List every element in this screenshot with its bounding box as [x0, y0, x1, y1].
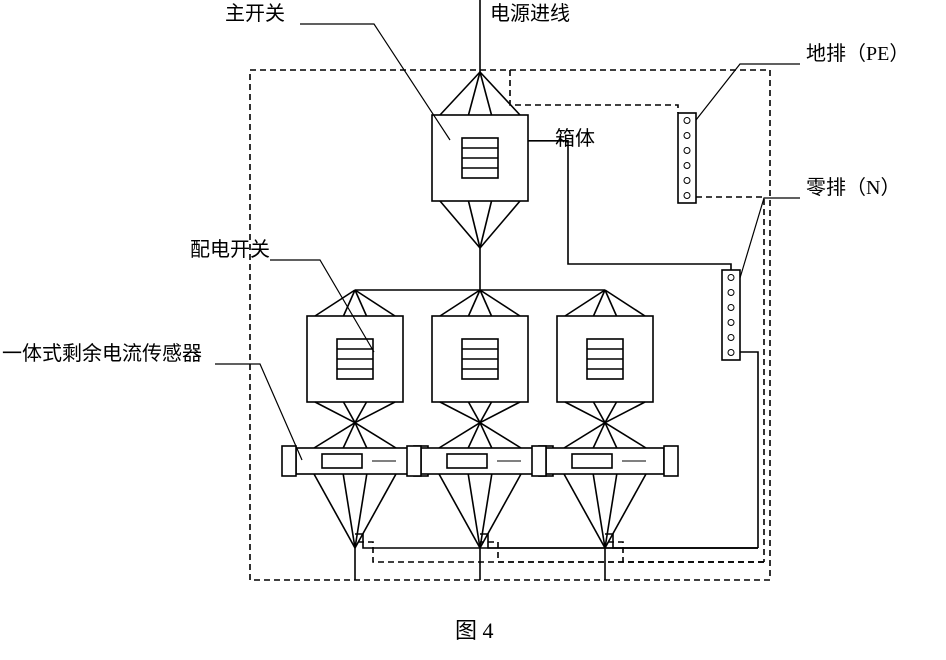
label-ground-bar: 地排（PE）	[806, 42, 909, 65]
figure-caption: 图 4	[455, 618, 494, 643]
label-dist-switch: 配电开关	[190, 238, 270, 261]
label-neutral-bar: 零排（N）	[806, 176, 900, 199]
label-box: 箱体	[555, 127, 595, 150]
label-sensor: 一体式剩余电流传感器	[2, 342, 202, 365]
label-power-in: 电源进线	[490, 2, 570, 25]
label-main-switch: 主开关	[225, 2, 285, 25]
